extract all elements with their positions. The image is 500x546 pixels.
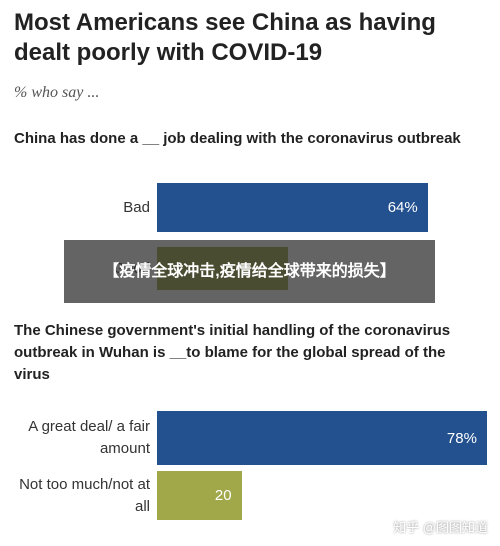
value-label: 64% <box>387 199 418 216</box>
question: China has done a __ job dealing with the… <box>14 130 461 147</box>
watermark: 知乎 @图图知道 <box>393 520 488 535</box>
overlay-banner: 【疫情全球冲击,疫情给全球带来的损失】 <box>64 240 435 303</box>
category-label: A great deal/ a fair amount <box>28 418 150 457</box>
subtitle: % who say ... <box>14 84 100 101</box>
value-label: 20 <box>214 487 232 504</box>
category-label: Bad <box>123 198 150 216</box>
bar: 20 <box>157 471 242 520</box>
bar: 64% <box>157 183 428 232</box>
question: The Chinese government's initial handlin… <box>14 322 451 383</box>
category-label: Not too much/not at all <box>19 475 150 515</box>
value-label: 78% <box>446 429 477 447</box>
overlay-text: 【疫情全球冲击,疫情给全球带来的损失】 <box>103 262 396 280</box>
bar: 78% <box>157 411 487 465</box>
title: Most Americans see China as having dealt… <box>14 9 436 66</box>
